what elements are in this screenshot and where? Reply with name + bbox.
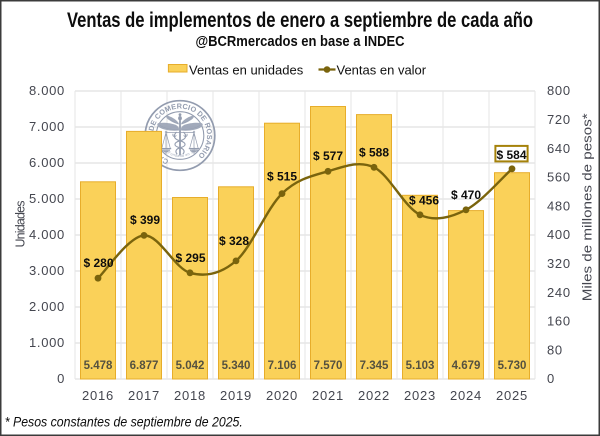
svg-text:320: 320 [547, 256, 571, 271]
svg-text:* Pesos constantes de septiemb: * Pesos constantes de septiembre de 2025… [5, 413, 243, 429]
svg-text:Ventas en unidades: Ventas en unidades [189, 63, 304, 78]
svg-text:7.570: 7.570 [314, 360, 343, 372]
svg-text:7.000: 7.000 [29, 119, 65, 134]
svg-text:160: 160 [547, 314, 571, 329]
svg-text:8.000: 8.000 [29, 83, 65, 98]
svg-text:2019: 2019 [220, 388, 252, 403]
svg-text:5.000: 5.000 [29, 191, 65, 206]
svg-text:2025: 2025 [496, 388, 528, 403]
svg-text:$ 280: $ 280 [83, 256, 113, 270]
svg-text:Miles de millones de pesos*: Miles de millones de pesos* [581, 113, 595, 301]
svg-text:0: 0 [547, 371, 555, 386]
svg-text:Ventas en valor: Ventas en valor [337, 63, 427, 78]
svg-text:0: 0 [57, 371, 65, 386]
svg-text:560: 560 [547, 170, 571, 185]
svg-text:80: 80 [547, 342, 563, 357]
svg-text:$ 399: $ 399 [130, 213, 160, 227]
svg-text:2020: 2020 [266, 388, 298, 403]
svg-text:2021: 2021 [312, 388, 344, 403]
svg-text:$ 515: $ 515 [267, 169, 297, 183]
svg-text:5.103: 5.103 [406, 360, 435, 372]
svg-text:1.000: 1.000 [29, 335, 65, 350]
svg-text:2.000: 2.000 [29, 299, 65, 314]
svg-text:4.000: 4.000 [29, 227, 65, 242]
svg-text:7.106: 7.106 [268, 360, 297, 372]
svg-text:6.000: 6.000 [29, 155, 65, 170]
svg-text:5.478: 5.478 [84, 360, 113, 372]
svg-text:2022: 2022 [358, 388, 390, 403]
svg-text:$ 588: $ 588 [359, 145, 389, 159]
svg-text:Ventas de implementos de enero: Ventas de implementos de enero a septiem… [67, 9, 533, 32]
svg-text:5.730: 5.730 [498, 360, 527, 372]
svg-text:5.340: 5.340 [222, 360, 251, 372]
svg-text:4.679: 4.679 [452, 360, 481, 372]
svg-text:$ 328: $ 328 [219, 234, 249, 248]
svg-text:2024: 2024 [450, 388, 482, 403]
svg-text:6.877: 6.877 [130, 360, 159, 372]
svg-text:480: 480 [547, 198, 571, 213]
svg-text:2023: 2023 [404, 388, 436, 403]
svg-text:$ 577: $ 577 [313, 149, 343, 163]
svg-text:5.042: 5.042 [176, 360, 205, 372]
svg-text:800: 800 [547, 83, 571, 98]
svg-text:2017: 2017 [128, 388, 160, 403]
svg-text:2016: 2016 [82, 388, 114, 403]
svg-text:$ 456: $ 456 [409, 193, 439, 207]
svg-text:3.000: 3.000 [29, 263, 65, 278]
svg-text:$ 295: $ 295 [175, 251, 205, 265]
svg-text:400: 400 [547, 227, 571, 242]
svg-text:$ 470: $ 470 [451, 188, 481, 202]
svg-text:@BCRmercados en base a INDEC: @BCRmercados en base a INDEC [196, 34, 405, 50]
svg-text:2018: 2018 [174, 388, 206, 403]
svg-text:$ 584: $ 584 [496, 148, 526, 162]
svg-text:240: 240 [547, 285, 571, 300]
svg-text:640: 640 [547, 141, 571, 156]
svg-text:Unidades: Unidades [14, 201, 28, 248]
svg-text:7.345: 7.345 [360, 360, 389, 372]
svg-text:720: 720 [547, 112, 571, 127]
